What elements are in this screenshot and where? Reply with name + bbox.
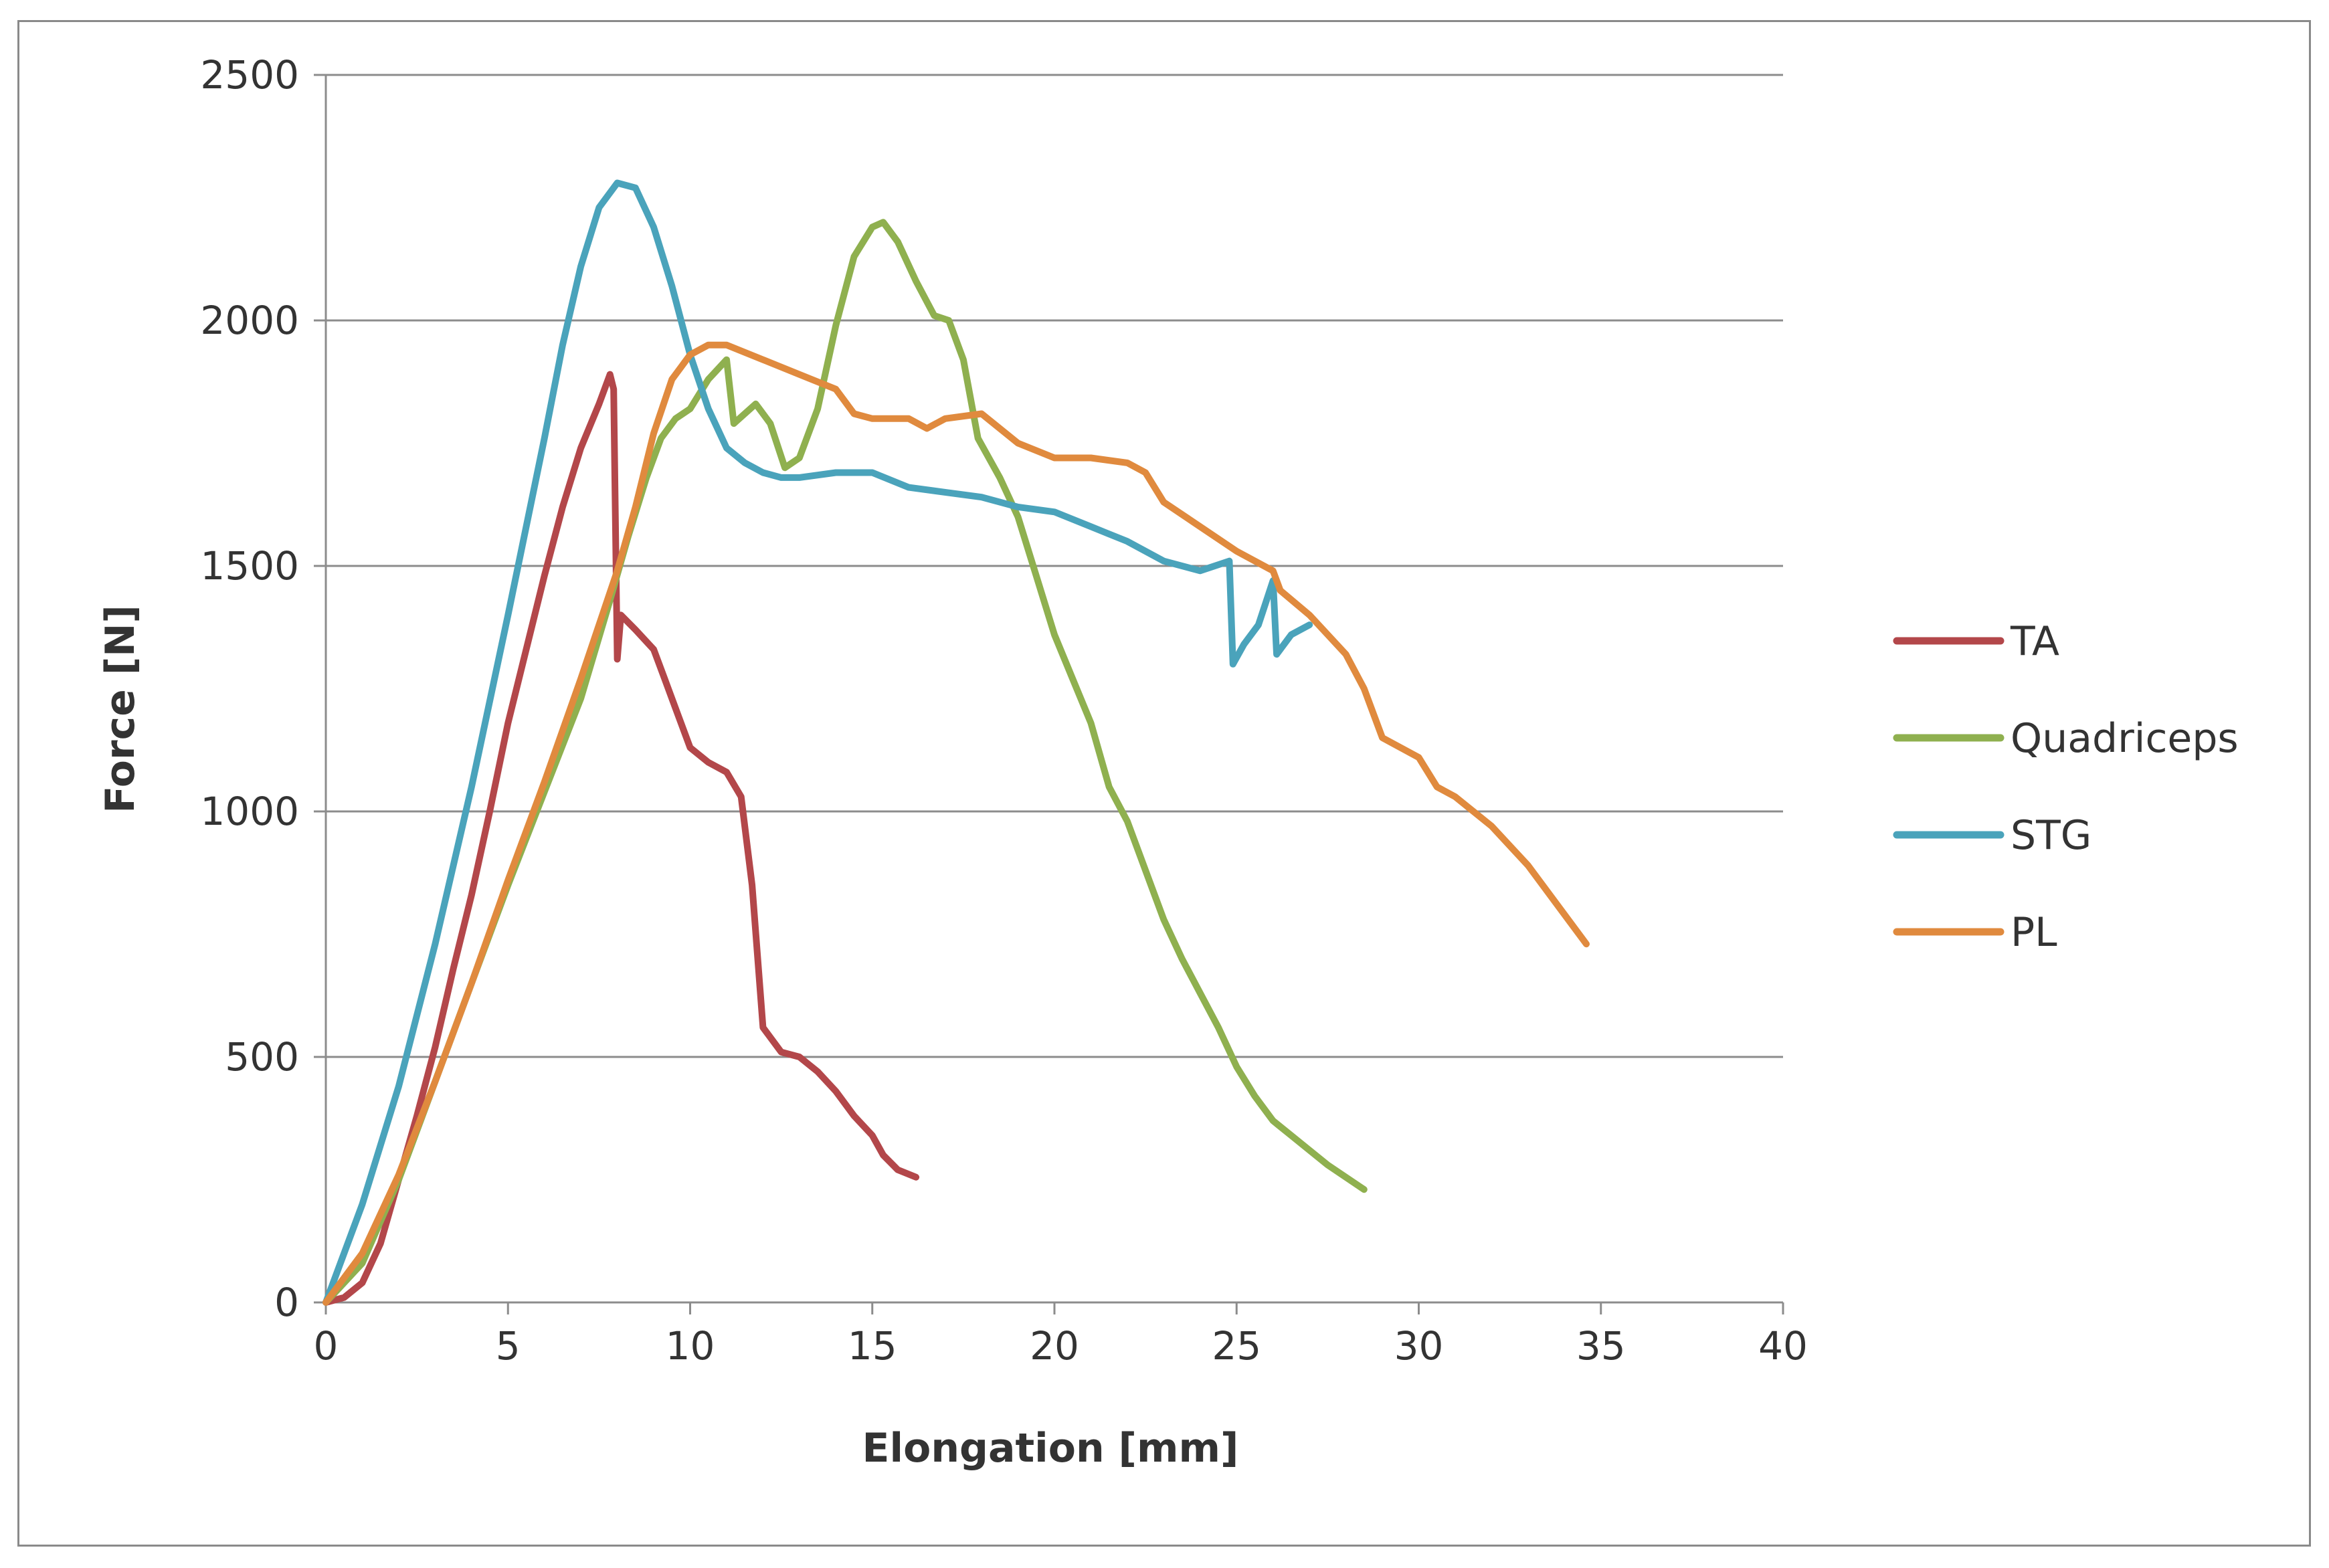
x-tick-label: 25 [1212, 1323, 1261, 1369]
y-tick-label: 2000 [200, 298, 299, 343]
axes: 0 500 1000 1500 2000 2500 0 5 10 15 20 25 30 35 40 [200, 52, 1808, 1369]
series-line-pl [322, 341, 1590, 1306]
chart-frame [17, 20, 2311, 1547]
y-tick-label: 1000 [200, 789, 299, 834]
x-tick-label: 15 [848, 1323, 897, 1369]
series-line-ta [322, 371, 920, 1306]
legend: TA Quadriceps STG PL [1893, 618, 2239, 956]
series-lines [322, 179, 1590, 1306]
x-tick-label: 35 [1576, 1323, 1626, 1369]
x-tick-label: 40 [1758, 1323, 1808, 1369]
x-tick-label: 20 [1030, 1323, 1079, 1369]
series-line-stg [322, 179, 1313, 1306]
x-axis-title: Elongation [mm] [862, 1425, 1239, 1472]
x-tick-label: 5 [496, 1323, 521, 1369]
y-tick-label: 0 [274, 1280, 299, 1325]
legend-label-stg: STG [2011, 812, 2091, 859]
x-tick-label: 30 [1394, 1323, 1444, 1369]
legend-label-pl: PL [2011, 909, 2057, 956]
legend-label-quadriceps: Quadriceps [2011, 715, 2239, 762]
gridlines [326, 74, 1783, 1058]
series-line-quadriceps [322, 219, 1368, 1306]
x-tick-label: 0 [314, 1323, 339, 1369]
y-tick-label: 1500 [200, 543, 299, 589]
x-tick-label: 10 [666, 1323, 715, 1369]
legend-label-ta: TA [2010, 618, 2059, 665]
y-axis-title: Force [N] [97, 605, 144, 813]
y-tick-label: 2500 [200, 52, 299, 98]
y-tick-label: 500 [225, 1034, 299, 1080]
